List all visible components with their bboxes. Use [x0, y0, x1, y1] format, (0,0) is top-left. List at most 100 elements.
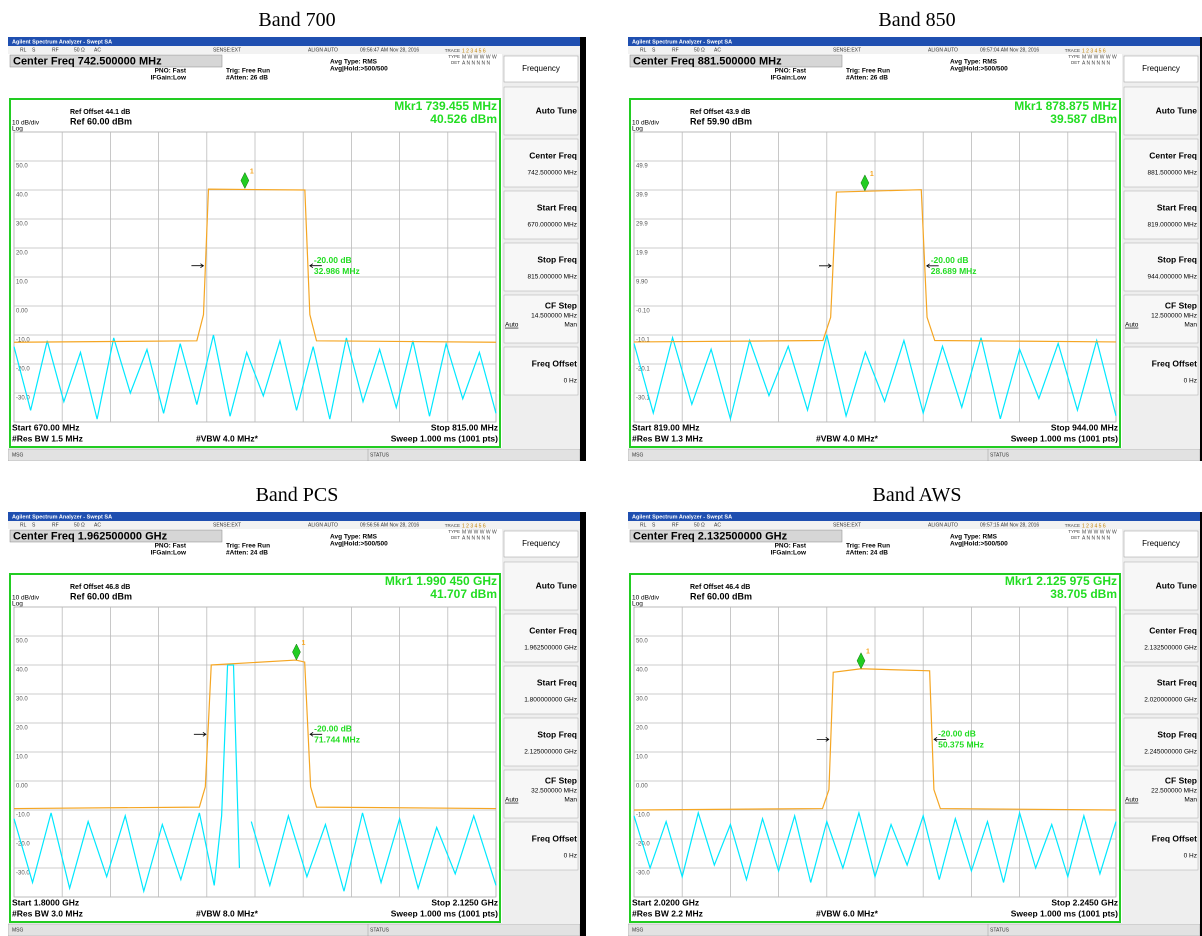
- softkey-label: CF Step: [1165, 775, 1197, 785]
- setting: Trig: Free Run: [846, 543, 890, 550]
- softkey-title: Frequency: [1142, 539, 1180, 548]
- panel-caption: Band 700: [8, 7, 586, 33]
- softkey[interactable]: [504, 139, 578, 187]
- softkey[interactable]: [504, 822, 578, 870]
- softkey-value: 12.500000 MHz: [1151, 313, 1197, 320]
- y-tick-label: 50.0: [636, 639, 648, 645]
- softkey[interactable]: [1124, 822, 1198, 870]
- stop-freq: Stop 944.00 MHz: [1051, 422, 1118, 432]
- softkey-title: Frequency: [522, 64, 560, 73]
- marker-label: Mkr1 739.455 MHz: [394, 99, 497, 113]
- marker-value: 41.707 dBm: [430, 587, 497, 601]
- softkey[interactable]: [504, 347, 578, 395]
- setting: Avg|Hold:>500/500: [330, 541, 388, 548]
- trace-table-label: TYPE: [448, 529, 460, 534]
- trace-table-label: DET: [1071, 535, 1080, 540]
- softkey[interactable]: [504, 191, 578, 239]
- vbw: #VBW 8.0 MHz*: [196, 908, 259, 918]
- softkey-value: 670.000000 MHz: [527, 222, 577, 229]
- softkey-label: CF Step: [545, 300, 577, 310]
- softkey-label: Center Freq: [1149, 150, 1197, 160]
- start-freq: Start 670.00 MHz: [12, 422, 80, 432]
- setting: PNO: Fast: [775, 543, 807, 550]
- ref-offset: Ref Offset 46.8 dB: [70, 584, 130, 591]
- softkey[interactable]: [504, 718, 578, 766]
- y-tick-label: 10.0: [636, 755, 648, 761]
- message-bar: [628, 449, 1200, 461]
- y-tick-label: -30.0: [636, 871, 650, 877]
- softkey-label: Start Freq: [537, 677, 577, 687]
- softkey[interactable]: [1124, 139, 1198, 187]
- marker-number: 1: [870, 171, 874, 178]
- status-item: AC: [94, 47, 101, 53]
- message-bar: [628, 924, 1200, 936]
- res-bw: #Res BW 2.2 MHz: [632, 908, 703, 918]
- softkey-label: Freq Offset: [532, 358, 578, 368]
- setting: IFGain:Low: [771, 75, 807, 82]
- softkey[interactable]: [504, 614, 578, 662]
- trace-table-label: TRACE: [445, 523, 460, 528]
- annotation: -20.00 dB: [314, 255, 352, 265]
- trace-table-label: DET: [1071, 60, 1080, 65]
- softkey-label: Auto Tune: [536, 580, 578, 590]
- status-item: AC: [94, 522, 101, 528]
- stop-freq: Stop 2.1250 GHz: [431, 897, 498, 907]
- softkey-label: Stop Freq: [1157, 254, 1197, 264]
- trace-table-value: A N N N N N: [1082, 535, 1110, 541]
- softkey-value: 1.800000000 GHz: [524, 697, 577, 704]
- y-tick-label: 30.0: [16, 222, 28, 228]
- softkey[interactable]: [1124, 666, 1198, 714]
- softkey-title: Frequency: [522, 539, 560, 548]
- marker-value: 39.587 dBm: [1050, 112, 1117, 126]
- status-item: 50 Ω: [694, 522, 705, 528]
- status-item: RF: [672, 47, 679, 53]
- message-bar: [8, 924, 580, 936]
- status-item: 09:57:04 AM Nov 28, 2016: [980, 47, 1039, 53]
- y-tick-label: 30.0: [16, 697, 28, 703]
- y-tick-label: 20.0: [636, 726, 648, 732]
- softkey-label: Stop Freq: [1157, 729, 1197, 739]
- status-item: AC: [714, 522, 721, 528]
- softkey[interactable]: [1124, 718, 1198, 766]
- softkey-value: 0 Hz: [564, 378, 577, 385]
- screen-edge: [580, 37, 586, 461]
- status-item: AC: [714, 47, 721, 53]
- page: Band 700 Band 850 Band PCS Band AWS Agil…: [0, 0, 1202, 936]
- setting: #Atten: 26 dB: [846, 75, 888, 82]
- status: STATUS: [990, 927, 1010, 933]
- status-item: ALIGN AUTO: [308, 522, 338, 528]
- status-item: RL: [20, 522, 27, 528]
- softkey-label: CF Step: [545, 775, 577, 785]
- softkey-label: Stop Freq: [537, 254, 577, 264]
- setting: PNO: Fast: [775, 68, 807, 75]
- trace-table-label: TYPE: [1068, 54, 1080, 59]
- res-bw: #Res BW 3.0 MHz: [12, 908, 83, 918]
- ref-offset: Ref Offset 46.4 dB: [690, 584, 750, 591]
- softkey-label: Start Freq: [1157, 677, 1197, 687]
- softkey[interactable]: [504, 243, 578, 291]
- softkey-option: Man: [1184, 322, 1197, 329]
- msg: MSG: [12, 452, 24, 458]
- softkey-value: 32.500000 MHz: [531, 788, 577, 795]
- softkey[interactable]: [1124, 243, 1198, 291]
- sweep: Sweep 1.000 ms (1001 pts): [391, 433, 498, 443]
- softkey-label: Freq Offset: [1152, 358, 1198, 368]
- y-tick-label: 29.9: [636, 222, 648, 228]
- y-tick-label: 40.0: [16, 668, 28, 674]
- setting: Avg Type: RMS: [950, 59, 998, 66]
- softkey[interactable]: [1124, 614, 1198, 662]
- vbw: #VBW 4.0 MHz*: [196, 433, 259, 443]
- start-freq: Start 1.8000 GHz: [12, 897, 79, 907]
- app-title: Agilent Spectrum Analyzer - Swept SA: [12, 514, 112, 520]
- status-item: 09:56:56 AM Nov 28, 2016: [360, 522, 419, 528]
- marker-label: Mkr1 878.875 MHz: [1014, 99, 1117, 113]
- softkey-option: Auto: [505, 797, 519, 804]
- softkey[interactable]: [504, 666, 578, 714]
- softkey[interactable]: [1124, 191, 1198, 239]
- annotation: -20.00 dB: [314, 724, 352, 734]
- softkey[interactable]: [1124, 347, 1198, 395]
- app-title: Agilent Spectrum Analyzer - Swept SA: [12, 39, 112, 45]
- softkey-option: Auto: [505, 322, 519, 329]
- status-item: SENSE:EXT: [833, 47, 861, 53]
- app-title: Agilent Spectrum Analyzer - Swept SA: [632, 39, 732, 45]
